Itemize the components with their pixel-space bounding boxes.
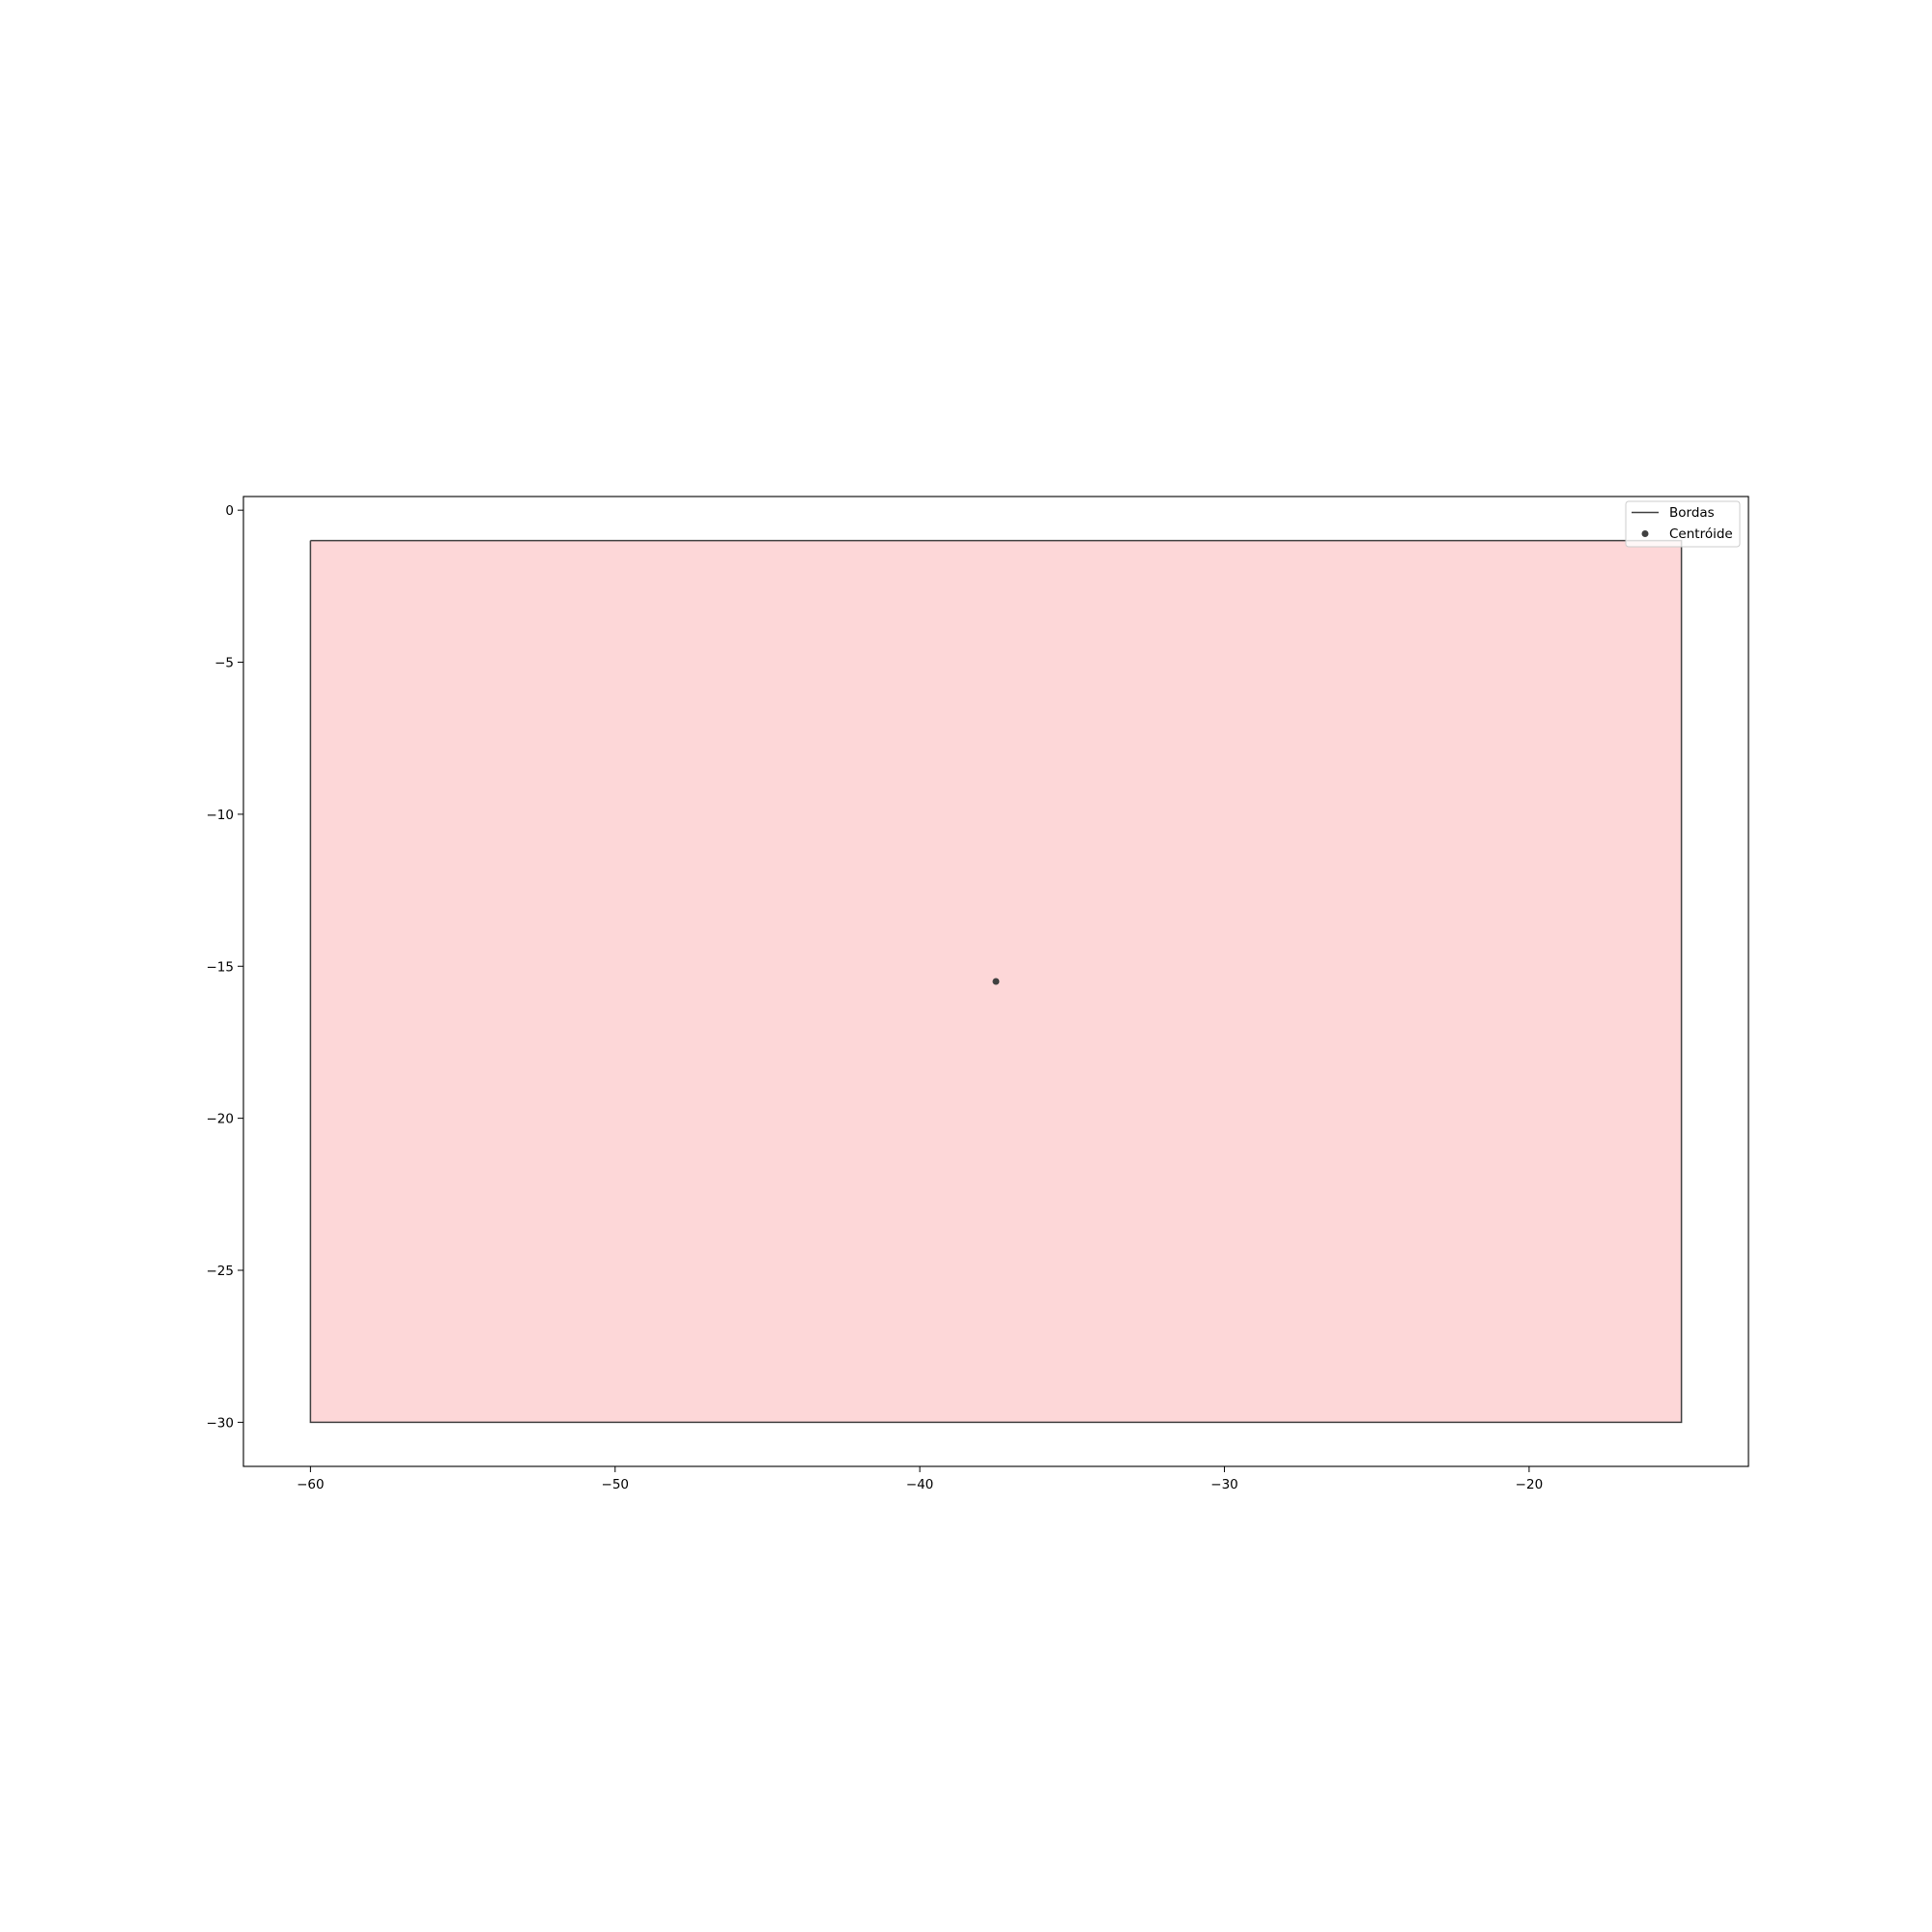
legend-point-swatch	[1641, 530, 1649, 537]
centroid-point	[992, 978, 1000, 985]
x-tick-label: −20	[1516, 1477, 1544, 1492]
y-tick-label: 0	[225, 503, 234, 519]
x-tick-label: −50	[602, 1477, 630, 1492]
y-tick-label: −15	[207, 959, 235, 975]
x-tick-label: −40	[906, 1477, 934, 1492]
y-tick-label: −20	[207, 1112, 235, 1127]
y-tick-label: −25	[207, 1264, 235, 1279]
x-tick-label: −30	[1210, 1477, 1238, 1492]
axes-frame	[242, 496, 1749, 1467]
y-tick-label: −30	[207, 1415, 235, 1431]
legend-label-bordas: Bordas	[1669, 505, 1715, 521]
polygon-border	[309, 539, 1683, 1424]
x-tick-label: −60	[297, 1477, 325, 1492]
y-tick-label: −10	[207, 808, 235, 823]
plot-area	[309, 539, 1683, 1424]
legend-label-centroide: Centróide	[1669, 526, 1733, 542]
legend: Bordas Centróide	[1625, 500, 1741, 548]
y-tick-label: −5	[214, 656, 234, 671]
axes: −60 −50 −40 −30 −20 0 −5 −10 −15 −20 −25 −30	[207, 496, 1749, 1492]
